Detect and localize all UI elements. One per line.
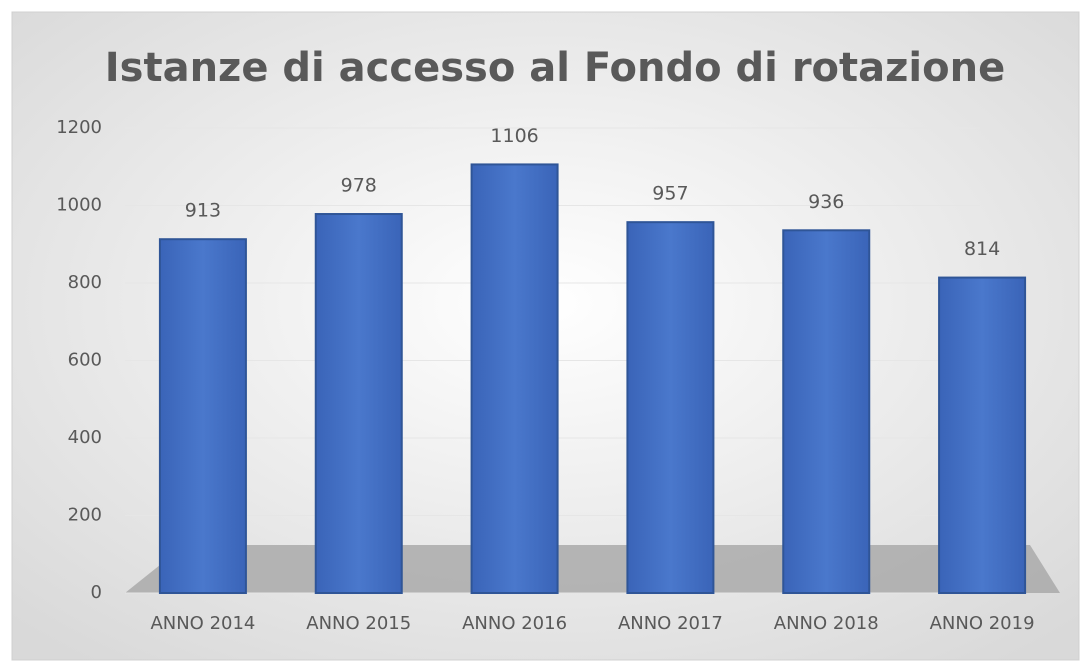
bar [470, 163, 559, 595]
y-tick-label: 200 [68, 505, 102, 526]
x-tick-label: ANNO 2017 [618, 613, 723, 634]
x-tick-label: ANNO 2014 [150, 613, 255, 634]
y-tick-label: 1000 [56, 195, 102, 216]
y-tick-label: 1200 [56, 117, 102, 138]
x-tick-label: ANNO 2015 [306, 613, 411, 634]
data-label: 936 [808, 191, 844, 213]
data-label: 1106 [490, 125, 538, 147]
bar [782, 229, 871, 595]
data-label: 913 [185, 200, 221, 222]
data-label: 957 [652, 183, 688, 205]
y-tick-label: 400 [68, 427, 102, 448]
plot-area: 0 200 400 600 800 1000 1200 ANNO 2014 913 ANNO 20… [56, 117, 1034, 634]
y-tick-label: 600 [68, 350, 102, 371]
floor [125, 545, 1060, 593]
bar [314, 213, 403, 594]
x-tick-label: ANNO 2018 [774, 613, 879, 634]
x-tick-label: ANNO 2016 [462, 613, 567, 634]
chart-title: Istanze di accesso al Fondo di rotazione [105, 45, 1005, 91]
bar [158, 238, 247, 594]
y-tick-label: 800 [68, 272, 102, 293]
data-label: 978 [341, 175, 377, 197]
y-tick-label: 0 [91, 582, 102, 603]
bar [938, 276, 1027, 594]
x-tick-label: ANNO 2019 [930, 613, 1035, 634]
data-label: 814 [964, 238, 1000, 260]
bar [626, 221, 715, 594]
